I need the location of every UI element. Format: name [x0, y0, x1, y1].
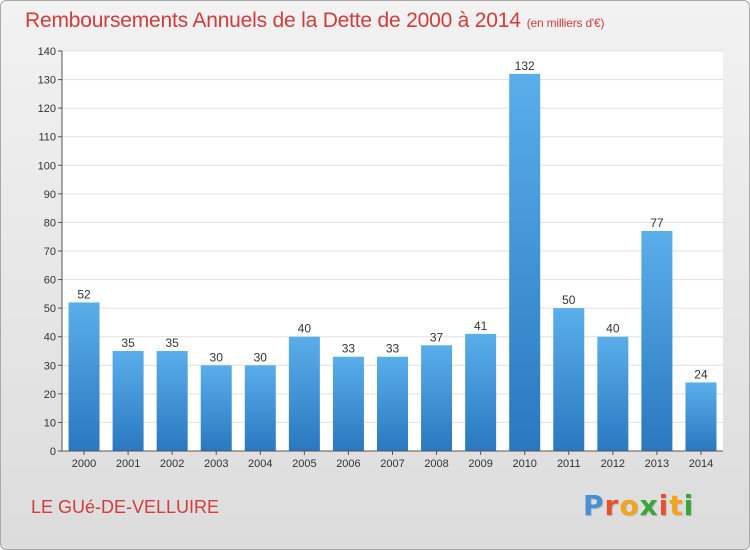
commune-name: LE GUé-DE-VELLUIRE	[31, 497, 220, 517]
y-tick-label: 30	[44, 360, 56, 372]
bar	[288, 336, 320, 451]
x-tick-label: 2001	[116, 458, 140, 470]
y-tick-label: 50	[44, 303, 56, 315]
x-tick-label: 2009	[468, 458, 492, 470]
bar	[553, 308, 585, 451]
bar	[509, 73, 541, 451]
y-tick-label: 140	[38, 46, 56, 58]
x-tick-label: 2011	[557, 458, 581, 470]
logo-letter: x	[639, 489, 659, 522]
x-tick-label: 2008	[424, 458, 448, 470]
y-tick-label: 100	[38, 160, 56, 172]
y-tick-label: 130	[38, 75, 56, 87]
bar	[200, 365, 232, 451]
chart-title-text: Remboursements Annuels de la Dette de 20…	[25, 9, 521, 32]
logo-letter: i	[683, 489, 695, 522]
bar	[244, 365, 276, 451]
logo-letter: o	[619, 489, 640, 522]
bar-value-label: 40	[298, 322, 312, 336]
bar	[156, 351, 188, 451]
x-tick-label: 2000	[72, 458, 96, 470]
x-tick-label: 2006	[336, 458, 360, 470]
bar-value-label: 33	[386, 342, 400, 356]
chart-unit: (en milliers d'€)	[526, 16, 605, 30]
x-tick-label: 2007	[380, 458, 404, 470]
bar	[685, 382, 717, 451]
x-tick-label: 2004	[248, 458, 272, 470]
bar	[597, 336, 629, 451]
x-tick-label: 2002	[160, 458, 184, 470]
bar	[112, 351, 144, 451]
bar-value-label: 24	[694, 367, 708, 381]
x-tick-label: 2014	[689, 458, 713, 470]
bar	[377, 356, 408, 451]
y-tick-label: 90	[44, 189, 56, 201]
x-tick-label: 2003	[204, 458, 228, 470]
bar	[421, 345, 453, 451]
bar-value-label: 35	[121, 336, 135, 350]
y-tick-label: 40	[44, 332, 56, 344]
y-tick-label: 0	[50, 446, 56, 458]
x-tick-label: 2005	[292, 458, 316, 470]
bar-value-label: 30	[254, 350, 268, 364]
chart-title: Remboursements Annuels de la Dette de 20…	[25, 9, 604, 33]
y-tick-label: 80	[44, 217, 56, 229]
bar-value-label: 77	[650, 216, 664, 230]
bar-value-label: 50	[562, 293, 576, 307]
y-tick-label: 20	[44, 389, 56, 401]
bar-value-label: 30	[210, 350, 224, 364]
bar	[68, 302, 100, 451]
y-tick-label: 110	[38, 132, 56, 144]
logo-letter: P	[583, 489, 605, 522]
y-tick-label: 60	[44, 275, 56, 287]
bar-value-label: 132	[515, 59, 535, 73]
y-tick-label: 70	[44, 246, 56, 258]
bar-value-label: 41	[474, 319, 488, 333]
y-tick-label: 120	[38, 103, 56, 115]
y-tick-label: 10	[44, 417, 56, 429]
x-tick-label: 2012	[601, 458, 625, 470]
bar-value-label: 40	[606, 322, 620, 336]
bar	[465, 333, 497, 451]
bar-value-label: 52	[77, 287, 91, 301]
bar	[332, 356, 364, 451]
logo-letter: t	[669, 489, 684, 522]
bar-value-label: 37	[430, 330, 444, 344]
bar-value-label: 33	[342, 342, 356, 356]
x-tick-label: 2010	[512, 458, 536, 470]
bar-value-label: 35	[165, 336, 179, 350]
proxiti-logo: Proxiti	[583, 489, 694, 522]
bar	[641, 231, 673, 451]
logo-letter: i	[658, 489, 670, 522]
x-tick-label: 2013	[645, 458, 669, 470]
logo-letter: r	[604, 489, 620, 522]
